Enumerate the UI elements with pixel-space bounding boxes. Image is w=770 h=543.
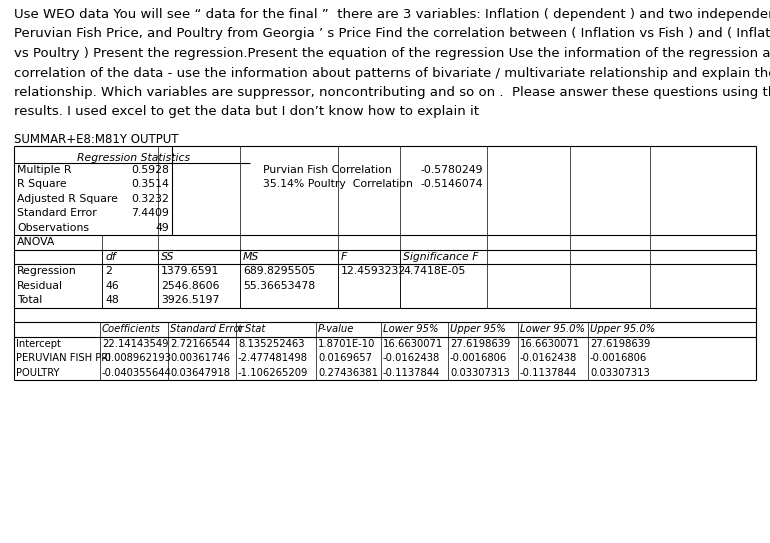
Text: Multiple R: Multiple R	[17, 165, 72, 175]
Text: Use WEO data You will see “ data for the final ”  there are 3 variables: Inflati: Use WEO data You will see “ data for the…	[14, 8, 770, 21]
Text: 2546.8606: 2546.8606	[161, 281, 219, 291]
Text: Coefficients: Coefficients	[102, 324, 161, 334]
Text: Observations: Observations	[17, 223, 89, 233]
Text: results. I used excel to get the data but I don’t know how to explain it: results. I used excel to get the data bu…	[14, 105, 479, 118]
Text: relationship. Which variables are suppressor, noncontributing and so on .  Pleas: relationship. Which variables are suppre…	[14, 86, 770, 99]
Text: -1.106265209: -1.106265209	[238, 368, 308, 378]
Text: 0.03307313: 0.03307313	[590, 368, 650, 378]
Text: 3926.5197: 3926.5197	[161, 295, 219, 305]
Text: Standard Error: Standard Error	[170, 324, 244, 334]
Text: PERUVIAN FISH PRI: PERUVIAN FISH PRI	[16, 353, 111, 363]
Text: Lower 95%: Lower 95%	[383, 324, 438, 334]
Text: 35.14% Poultry  Correlation: 35.14% Poultry Correlation	[263, 179, 413, 190]
Text: 49: 49	[156, 223, 169, 233]
Text: Upper 95%: Upper 95%	[450, 324, 506, 334]
Text: -0.1137844: -0.1137844	[383, 368, 440, 378]
Text: 4.7418E-05: 4.7418E-05	[403, 266, 465, 276]
Text: 27.6198639: 27.6198639	[590, 339, 651, 349]
Text: 16.6630071: 16.6630071	[520, 339, 581, 349]
Text: 0.27436381: 0.27436381	[318, 368, 378, 378]
Text: 2: 2	[105, 266, 112, 276]
Text: -0.040355644: -0.040355644	[102, 368, 172, 378]
Text: 22.14143549: 22.14143549	[102, 339, 169, 349]
Text: -0.008962193: -0.008962193	[102, 353, 172, 363]
Text: Standard Error: Standard Error	[17, 209, 97, 218]
Text: 12.4593232: 12.4593232	[341, 266, 407, 276]
Text: -0.5780249: -0.5780249	[420, 165, 483, 175]
Text: POULTRY: POULTRY	[16, 368, 59, 378]
Text: SUMMAR+E8:M81Y OUTPUT: SUMMAR+E8:M81Y OUTPUT	[14, 133, 179, 146]
Text: t Stat: t Stat	[238, 324, 265, 334]
Text: Regression: Regression	[17, 266, 77, 276]
Text: ANOVA: ANOVA	[17, 237, 55, 247]
Text: 46: 46	[105, 281, 119, 291]
Text: 0.0169657: 0.0169657	[318, 353, 372, 363]
Text: Purvian Fish Correlation: Purvian Fish Correlation	[263, 165, 392, 175]
Text: Intercept: Intercept	[16, 339, 61, 349]
Text: MS: MS	[243, 252, 259, 262]
Text: Adjusted R Square: Adjusted R Square	[17, 194, 118, 204]
Text: 48: 48	[105, 295, 119, 305]
Text: Peruvian Fish Price, and Poultry from Georgia ’ s Price Find the correlation bet: Peruvian Fish Price, and Poultry from Ge…	[14, 28, 770, 41]
Text: 2.72166544: 2.72166544	[170, 339, 230, 349]
Text: Significance F: Significance F	[403, 252, 478, 262]
Text: -2.477481498: -2.477481498	[238, 353, 308, 363]
Text: 0.5928: 0.5928	[131, 165, 169, 175]
Text: -0.1137844: -0.1137844	[520, 368, 578, 378]
Text: df: df	[105, 252, 116, 262]
Text: Lower 95.0%: Lower 95.0%	[520, 324, 585, 334]
Text: Total: Total	[17, 295, 42, 305]
Text: Upper 95.0%: Upper 95.0%	[590, 324, 655, 334]
Text: 7.4409: 7.4409	[131, 209, 169, 218]
Text: F: F	[341, 252, 347, 262]
Text: 0.03647918: 0.03647918	[170, 368, 230, 378]
Text: Residual: Residual	[17, 281, 63, 291]
Text: -0.5146074: -0.5146074	[420, 179, 483, 190]
Text: -0.0162438: -0.0162438	[520, 353, 578, 363]
Text: 16.6630071: 16.6630071	[383, 339, 444, 349]
Text: 8.135252463: 8.135252463	[238, 339, 304, 349]
Text: 0.3232: 0.3232	[131, 194, 169, 204]
Text: P-value: P-value	[318, 324, 354, 334]
Text: -0.0016806: -0.0016806	[450, 353, 507, 363]
Text: correlation of the data - use the information about patterns of bivariate / mult: correlation of the data - use the inform…	[14, 66, 770, 79]
Text: R Square: R Square	[17, 179, 67, 190]
Text: 55.36653478: 55.36653478	[243, 281, 315, 291]
Text: -0.0162438: -0.0162438	[383, 353, 440, 363]
Text: SS: SS	[161, 252, 174, 262]
Text: 27.6198639: 27.6198639	[450, 339, 511, 349]
Text: 1.8701E-10: 1.8701E-10	[318, 339, 376, 349]
Text: 1379.6591: 1379.6591	[161, 266, 219, 276]
Text: 689.8295505: 689.8295505	[243, 266, 315, 276]
Text: Regression Statistics: Regression Statistics	[78, 153, 190, 163]
Text: -0.0016806: -0.0016806	[590, 353, 648, 363]
Text: vs Poultry ) Present the regression.Present the equation of the regression Use t: vs Poultry ) Present the regression.Pres…	[14, 47, 770, 60]
Text: 0.03307313: 0.03307313	[450, 368, 510, 378]
Text: 0.3514: 0.3514	[131, 179, 169, 190]
Text: 0.00361746: 0.00361746	[170, 353, 230, 363]
